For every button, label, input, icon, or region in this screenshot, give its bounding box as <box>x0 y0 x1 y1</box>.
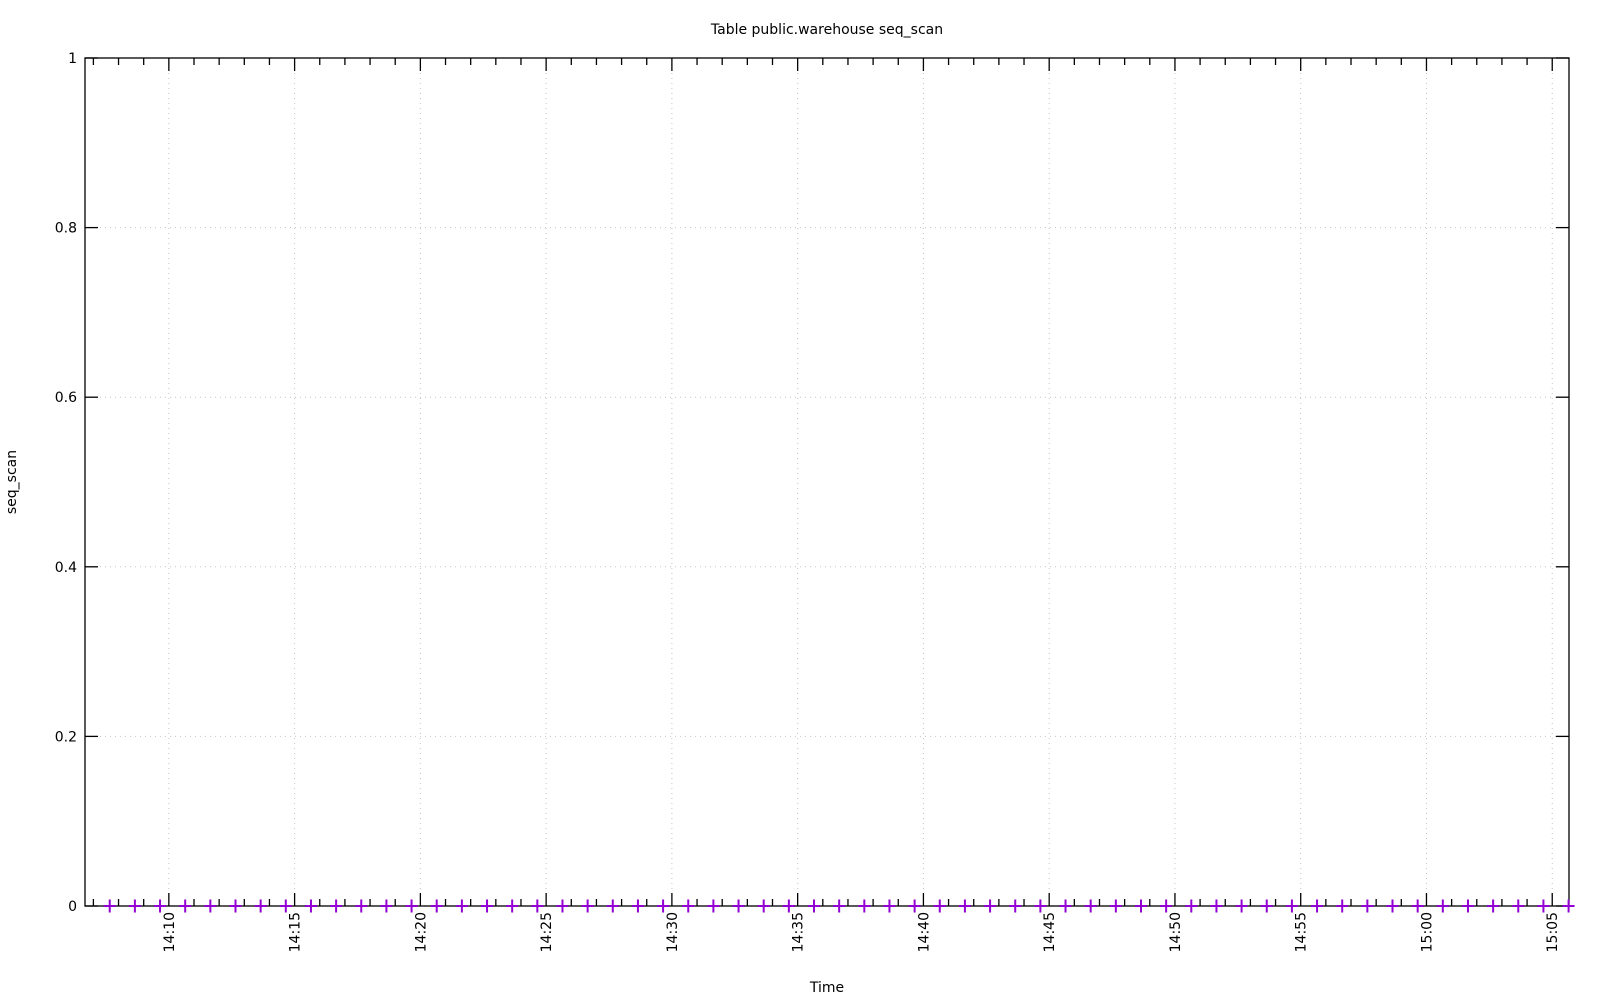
y-tick-label: 0.4 <box>55 560 77 576</box>
y-tick-label: 1 <box>68 51 77 67</box>
y-axis-label: seq_scan <box>4 450 20 514</box>
x-tick-label: 15:00 <box>1419 912 1435 952</box>
x-tick-label: 14:55 <box>1294 912 1310 952</box>
plot-border <box>84 57 1570 907</box>
x-tick-label: 14:20 <box>413 912 429 952</box>
x-tick-label: 14:45 <box>1042 912 1058 952</box>
y-tick-label: 0 <box>68 899 77 915</box>
y-tick-label: 0.6 <box>55 390 77 406</box>
x-tick-label: 14:35 <box>791 912 807 952</box>
x-tick-label: 14:15 <box>288 912 304 952</box>
y-tick-label: 0.2 <box>55 729 77 745</box>
x-tick-label: 14:30 <box>665 912 681 952</box>
x-tick-label: 15:05 <box>1545 912 1561 952</box>
y-tick-label: 0.8 <box>55 221 77 237</box>
chart-title: Table public.warehouse seq_scan <box>710 22 943 38</box>
x-tick-label: 14:25 <box>539 912 555 952</box>
x-tick-label: 14:40 <box>916 912 932 952</box>
plot-area: 14:10 14:15 14:20 14:25 14:30 14:35 14:40 14:45… <box>55 51 1575 952</box>
x-axis-label: Time <box>809 980 844 996</box>
x-tick-label: 14:50 <box>1168 912 1184 952</box>
x-tick-label: 14:10 <box>162 912 178 952</box>
